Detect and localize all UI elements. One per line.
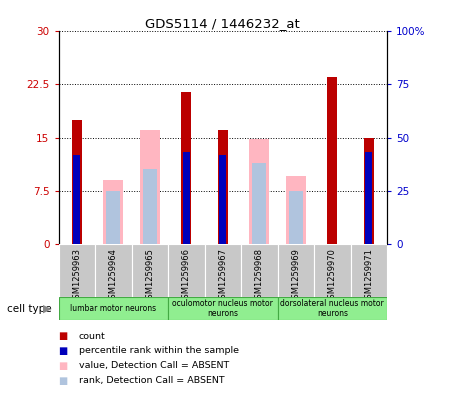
Text: lumbar motor neurons: lumbar motor neurons — [70, 304, 156, 313]
Bar — [95, 244, 131, 297]
Text: ■: ■ — [58, 346, 68, 356]
Bar — [106, 191, 120, 244]
Bar — [204, 244, 241, 297]
Bar — [241, 244, 278, 297]
Bar — [131, 244, 168, 297]
Bar — [168, 244, 204, 297]
Bar — [289, 191, 303, 244]
Title: GDS5114 / 1446232_at: GDS5114 / 1446232_at — [145, 17, 300, 30]
Text: ▶: ▶ — [43, 303, 51, 314]
Bar — [181, 92, 191, 244]
Text: GSM1259963: GSM1259963 — [72, 248, 81, 304]
Bar — [168, 297, 278, 320]
Text: ■: ■ — [58, 331, 68, 341]
Bar — [103, 180, 123, 244]
Text: rank, Detection Call = ABSENT: rank, Detection Call = ABSENT — [79, 376, 225, 385]
Bar — [140, 130, 160, 244]
Text: cell type: cell type — [7, 303, 51, 314]
Text: oculomotor nucleus motor
neurons: oculomotor nucleus motor neurons — [172, 299, 273, 318]
Bar — [314, 244, 351, 297]
Text: dorsolateral nucleus motor
neurons: dorsolateral nucleus motor neurons — [280, 299, 384, 318]
Bar — [218, 130, 228, 244]
Bar — [183, 152, 189, 244]
Text: GSM1259969: GSM1259969 — [291, 248, 300, 304]
Bar — [58, 244, 95, 297]
Bar — [365, 152, 372, 244]
Bar — [72, 120, 82, 244]
Text: GSM1259967: GSM1259967 — [218, 248, 227, 304]
Text: count: count — [79, 332, 105, 340]
Text: GSM1259965: GSM1259965 — [145, 248, 154, 304]
Bar — [249, 139, 269, 244]
Text: GSM1259964: GSM1259964 — [109, 248, 118, 304]
Bar — [58, 297, 168, 320]
Text: GSM1259968: GSM1259968 — [255, 248, 264, 304]
Text: ■: ■ — [58, 361, 68, 371]
Text: GSM1259970: GSM1259970 — [328, 248, 337, 304]
Bar — [143, 169, 157, 244]
Text: ■: ■ — [58, 376, 68, 386]
Bar — [252, 163, 266, 244]
Text: percentile rank within the sample: percentile rank within the sample — [79, 347, 239, 355]
Bar — [286, 176, 306, 244]
Bar — [278, 297, 387, 320]
Bar — [364, 138, 374, 244]
Bar — [351, 244, 387, 297]
Text: value, Detection Call = ABSENT: value, Detection Call = ABSENT — [79, 362, 229, 370]
Bar — [278, 244, 314, 297]
Text: GSM1259971: GSM1259971 — [364, 248, 373, 304]
Text: GSM1259966: GSM1259966 — [182, 248, 191, 304]
Bar — [220, 154, 226, 244]
Bar — [73, 154, 80, 244]
Bar — [327, 77, 338, 244]
